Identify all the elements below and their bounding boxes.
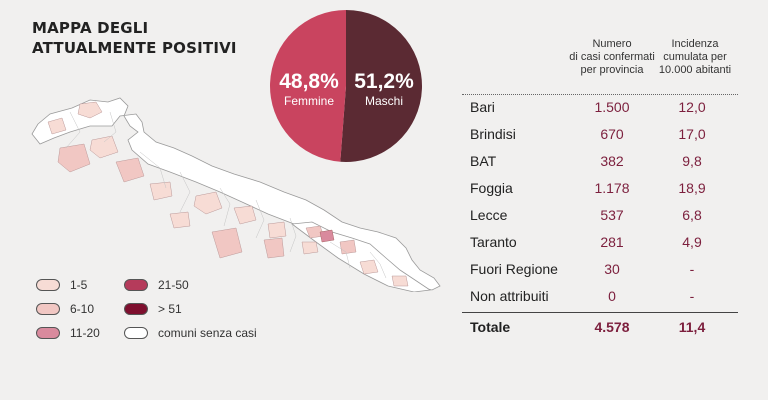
province-name: Foggia (470, 180, 513, 196)
cases-value: 0 (608, 288, 616, 304)
legend-label: 6-10 (70, 302, 95, 316)
table-row: Bari 1.500 12,0 (462, 94, 742, 121)
province-name: Totale (470, 319, 511, 335)
legend-label: comuni senza casi (158, 326, 257, 340)
table-row: Taranto 281 4,9 (462, 229, 742, 256)
map-legend: 1-5 6-10 11-20 21-50 > 51 comuni senza c… (36, 278, 296, 348)
map-title-line1: MAPPA DEGLI (32, 19, 149, 37)
province-name: Bari (470, 99, 495, 115)
table-row: Foggia 1.178 18,9 (462, 175, 742, 202)
legend-label: 1-5 (70, 278, 88, 292)
map-title-line2: ATTUALMENTE POSITIVI (32, 39, 237, 57)
incidence-value: - (689, 288, 695, 304)
pie-slice-female (269, 10, 346, 162)
incidence-value: 12,0 (678, 99, 706, 115)
pie-label-female: 48,8% Femmine (270, 70, 348, 108)
legend-item-no-cases: comuni senza casi (124, 326, 257, 340)
table-row: Fuori Regione 30 - (462, 256, 742, 283)
pie-female-pct: 48,8% (279, 70, 339, 93)
province-name: Lecce (470, 207, 508, 223)
province-name: Fuori Regione (470, 261, 558, 277)
pie-svg (269, 10, 422, 162)
legend-swatch (36, 327, 60, 339)
cases-value: 670 (600, 126, 624, 142)
incidence-value: 18,9 (678, 180, 706, 196)
gender-pie-chart: 48,8% Femmine 51,2% Maschi (268, 8, 424, 164)
internal-borders (65, 111, 387, 279)
pie-male-pct: 51,2% (354, 70, 414, 93)
municipalities-1-5 (47, 101, 409, 287)
incidence-value: 6,8 (682, 207, 702, 223)
pie-slice-male (340, 10, 422, 162)
legend-label: > 51 (158, 302, 182, 316)
incidence-value: 17,0 (678, 126, 706, 142)
header-line: Numero (592, 38, 632, 50)
puglia-map (31, 97, 441, 292)
municipalities-11-20 (319, 229, 335, 243)
cases-value: 1.500 (594, 99, 630, 115)
legend-item-gt51: > 51 (124, 302, 182, 316)
legend-item-11-20: 11-20 (36, 326, 100, 340)
pie-female-name: Femmine (283, 94, 334, 108)
table-row: Non attribuiti 0 - (462, 283, 742, 310)
header-divider (462, 94, 738, 95)
table-row: BAT 382 9,8 (462, 148, 742, 175)
province-name: Brindisi (470, 126, 516, 142)
total-divider (462, 312, 738, 313)
legend-item-6-10: 6-10 (36, 302, 94, 316)
legend-swatch (36, 279, 60, 291)
header-line: cumulata per (663, 51, 727, 63)
header-line: 10.000 abitanti (658, 64, 732, 76)
table-header-cases: Numero di casi confermati per provincia (568, 38, 656, 77)
legend-swatch (124, 279, 148, 291)
cases-value: 30 (604, 261, 620, 277)
legend-item-1-5: 1-5 (36, 278, 87, 292)
cases-value: 382 (600, 153, 624, 169)
legend-swatch (124, 327, 148, 339)
legend-swatch (36, 303, 60, 315)
pie-label-male: 51,2% Maschi (346, 70, 422, 108)
table-body: Bari 1.500 12,0 Brindisi 670 17,0 BAT 382 9,8 Fog… (462, 94, 742, 341)
incidence-value: 11,4 (678, 319, 706, 335)
cases-value: 537 (600, 207, 624, 223)
incidence-value: - (689, 261, 695, 277)
map-title: MAPPA DEGLI ATTUALMENTE POSITIVI (32, 18, 237, 58)
header-line: di casi confermati (569, 51, 655, 63)
legend-label: 21-50 (158, 278, 189, 292)
legend-swatch (124, 303, 148, 315)
pie-male-name: Maschi (364, 94, 403, 108)
header-line: Incidenza (671, 38, 719, 50)
table-total-row: Totale 4.578 11,4 (462, 314, 742, 341)
legend-label: 11-20 (70, 326, 100, 340)
cases-value: 4.578 (594, 319, 630, 335)
table-row: Lecce 537 6,8 (462, 202, 742, 229)
table-header-incidence: Incidenza cumulata per 10.000 abitanti (652, 38, 738, 77)
header-line: per provincia (580, 64, 644, 76)
municipalities-6-10 (57, 143, 357, 259)
province-name: BAT (470, 153, 497, 169)
incidence-value: 9,8 (682, 153, 702, 169)
legend-item-21-50: 21-50 (124, 278, 189, 292)
incidence-value: 4,9 (682, 234, 702, 250)
cases-value: 1.178 (594, 180, 630, 196)
table-row: Brindisi 670 17,0 (462, 121, 742, 148)
province-name: Taranto (470, 234, 517, 250)
province-name: Non attribuiti (470, 288, 549, 304)
cases-value: 281 (600, 234, 624, 250)
